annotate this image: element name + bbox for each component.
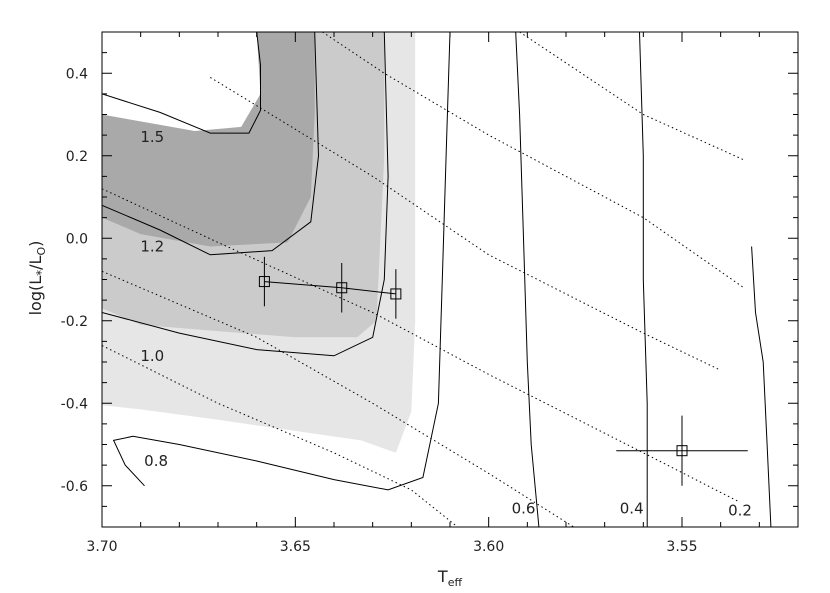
y-axis-title-star: * <box>34 270 48 276</box>
y-tick-label: 0.4 <box>66 66 88 82</box>
y-tick-label: -0.6 <box>61 479 88 495</box>
mass-track-1.5 <box>102 32 261 134</box>
mass-track-0.4 <box>639 32 648 527</box>
y-tick-label: -0.4 <box>61 396 88 412</box>
star-marker-2 <box>336 282 348 294</box>
track-label-0.4: 0.4 <box>620 499 644 517</box>
star-marker-1 <box>258 276 270 288</box>
track-label-1.5: 1.5 <box>140 128 164 146</box>
x-tick-label: 3.55 <box>666 539 697 555</box>
y-axis-title-main: log(L <box>26 276 45 316</box>
track-label-0.2: 0.2 <box>728 502 752 520</box>
track-label-0.6: 0.6 <box>512 499 536 517</box>
y-tick-label: 0.2 <box>66 149 88 165</box>
isochrone-6 <box>102 345 459 527</box>
mass-track-0.2 <box>751 246 772 527</box>
isochrone-1 <box>322 32 745 289</box>
y-axis-title: log(L*/LO) <box>26 241 48 316</box>
y-tick-label: 0.0 <box>66 231 88 247</box>
track-label-1.0: 1.0 <box>140 347 164 365</box>
x-axis-title-main: T <box>437 567 448 586</box>
x-tick-label: 3.60 <box>473 539 504 555</box>
mass-track-0.8 <box>112 32 451 491</box>
star-marker-3 <box>390 288 402 300</box>
star-marker-4 <box>676 445 688 457</box>
mass-track-0.6 <box>515 32 540 527</box>
mass-tracks <box>102 32 772 527</box>
y-axis-title-mid: /L <box>26 255 45 269</box>
track-labels: 1.5 1.2 1.0 0.8 0.6 0.4 0.2 <box>140 128 752 519</box>
mass-track-1.0 <box>102 32 389 357</box>
star-points <box>258 256 748 486</box>
track-label-1.2: 1.2 <box>140 238 164 256</box>
x-tick-label: 3.65 <box>280 539 311 555</box>
axis-ticks <box>101 31 799 528</box>
x-axis-title: Teff <box>437 567 463 589</box>
track-label-0.8: 0.8 <box>144 452 168 470</box>
isochrone-2 <box>519 32 745 161</box>
confidence-region-hole <box>102 32 261 131</box>
y-axis-title-sun: O <box>35 247 48 256</box>
mass-track-1.2 <box>102 32 320 256</box>
y-axis-title-end: ) <box>26 241 45 247</box>
tick-labels: 3.70 3.65 3.60 3.55 0.4 0.2 0.0 -0.2 -0.4 -0.6 <box>61 66 698 555</box>
isochrone-5 <box>102 270 574 527</box>
y-tick-label: -0.2 <box>61 314 88 330</box>
x-tick-label: 3.70 <box>86 539 117 555</box>
x-axis-title-sub: eff <box>448 576 463 589</box>
confidence-regions <box>102 32 416 453</box>
